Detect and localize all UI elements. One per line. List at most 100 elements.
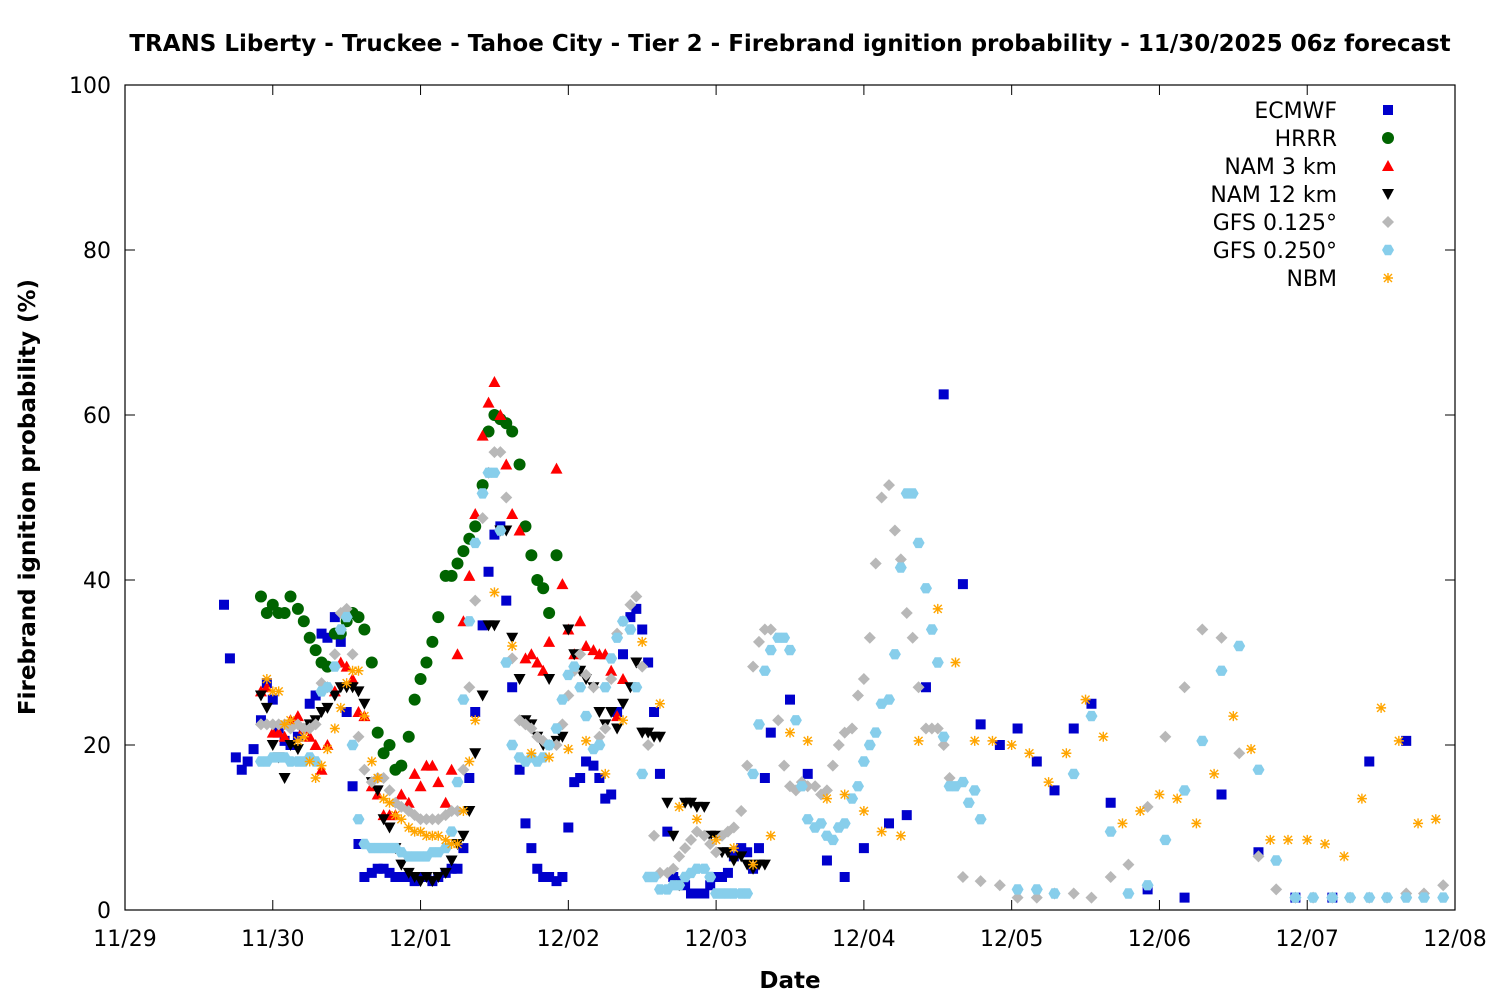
data-point — [772, 714, 785, 727]
data-point — [691, 888, 702, 899]
data-point — [1289, 892, 1302, 903]
data-point — [894, 553, 907, 566]
data-point — [648, 871, 660, 883]
data-point — [309, 718, 322, 731]
data-point — [617, 673, 630, 684]
data-point — [753, 719, 765, 730]
data-point — [415, 826, 426, 837]
data-point — [340, 602, 353, 615]
data-point — [1154, 789, 1165, 800]
data-point — [464, 756, 475, 767]
data-point — [445, 826, 458, 837]
data-point — [469, 508, 482, 519]
data-point — [224, 653, 235, 664]
data-point — [1381, 892, 1393, 903]
data-point — [562, 624, 575, 636]
data-point — [1270, 855, 1283, 866]
data-point — [594, 773, 605, 783]
data-point — [653, 731, 666, 743]
data-point — [531, 574, 544, 586]
data-point — [298, 731, 309, 742]
data-point — [1401, 735, 1412, 746]
data-point — [494, 446, 507, 459]
data-point — [335, 702, 346, 713]
data-point — [662, 826, 673, 837]
data-point — [463, 681, 476, 694]
x-tick-label: 11/30 — [241, 927, 304, 952]
data-point — [543, 607, 556, 619]
data-point — [802, 735, 813, 746]
data-point — [1246, 744, 1257, 755]
data-point — [352, 611, 365, 624]
data-point — [563, 822, 574, 833]
data-point — [1049, 785, 1060, 796]
data-point — [569, 777, 580, 788]
data-point — [1061, 748, 1072, 759]
data-point — [390, 872, 401, 882]
data-point — [219, 599, 230, 610]
data-point — [439, 842, 452, 854]
data-point — [684, 797, 697, 809]
data-point — [758, 665, 771, 676]
data-point — [575, 773, 586, 783]
data-point — [352, 814, 365, 825]
legend-marker — [1382, 160, 1394, 171]
data-point — [272, 726, 285, 738]
data-points-group — [219, 376, 1450, 904]
data-point — [587, 644, 600, 656]
data-point — [506, 425, 519, 438]
x-tick-label: 11/29 — [93, 927, 156, 952]
x-tick-label: 12/04 — [832, 927, 895, 952]
data-point — [525, 722, 538, 735]
data-point — [500, 417, 513, 430]
data-point — [457, 830, 470, 842]
data-point — [1068, 723, 1079, 734]
legend-label: ECMWF — [1254, 99, 1337, 124]
data-point — [857, 756, 870, 767]
data-point — [839, 789, 850, 800]
chart-title: TRANS Liberty - Truckee - Tahoe City - T… — [129, 31, 1450, 57]
data-point — [292, 735, 303, 746]
data-point — [636, 768, 649, 780]
data-point — [341, 707, 352, 717]
data-point — [506, 508, 519, 519]
data-point — [925, 624, 938, 635]
data-point — [519, 520, 532, 533]
data-point — [605, 707, 618, 718]
data-point — [483, 566, 494, 577]
data-point — [562, 669, 575, 681]
data-point — [284, 590, 297, 603]
data-point — [1085, 891, 1098, 904]
data-point — [304, 698, 315, 709]
data-point — [358, 623, 371, 636]
data-point — [600, 793, 611, 804]
data-point — [526, 843, 537, 854]
data-point — [1085, 710, 1098, 722]
data-point — [888, 649, 901, 660]
data-point — [747, 660, 760, 673]
data-point — [820, 784, 833, 797]
data-point — [316, 760, 327, 771]
data-point — [875, 491, 888, 504]
data-point — [557, 872, 568, 882]
data-point — [753, 843, 764, 854]
data-point — [248, 744, 259, 755]
data-point — [476, 479, 489, 492]
data-point — [913, 735, 924, 746]
data-point — [668, 872, 679, 882]
data-point — [611, 723, 624, 735]
data-point — [396, 814, 407, 825]
data-point — [667, 830, 680, 842]
data-point — [593, 707, 606, 718]
data-point — [291, 744, 304, 756]
y-tick-label: 20 — [83, 734, 111, 759]
x-tick-label: 12/01 — [389, 927, 452, 952]
data-point — [1122, 888, 1135, 899]
data-point — [605, 673, 618, 685]
data-point — [500, 458, 513, 470]
data-point — [1283, 834, 1294, 845]
data-point — [550, 549, 563, 562]
data-point — [507, 682, 518, 693]
data-point — [420, 872, 433, 883]
data-point — [1413, 818, 1424, 829]
